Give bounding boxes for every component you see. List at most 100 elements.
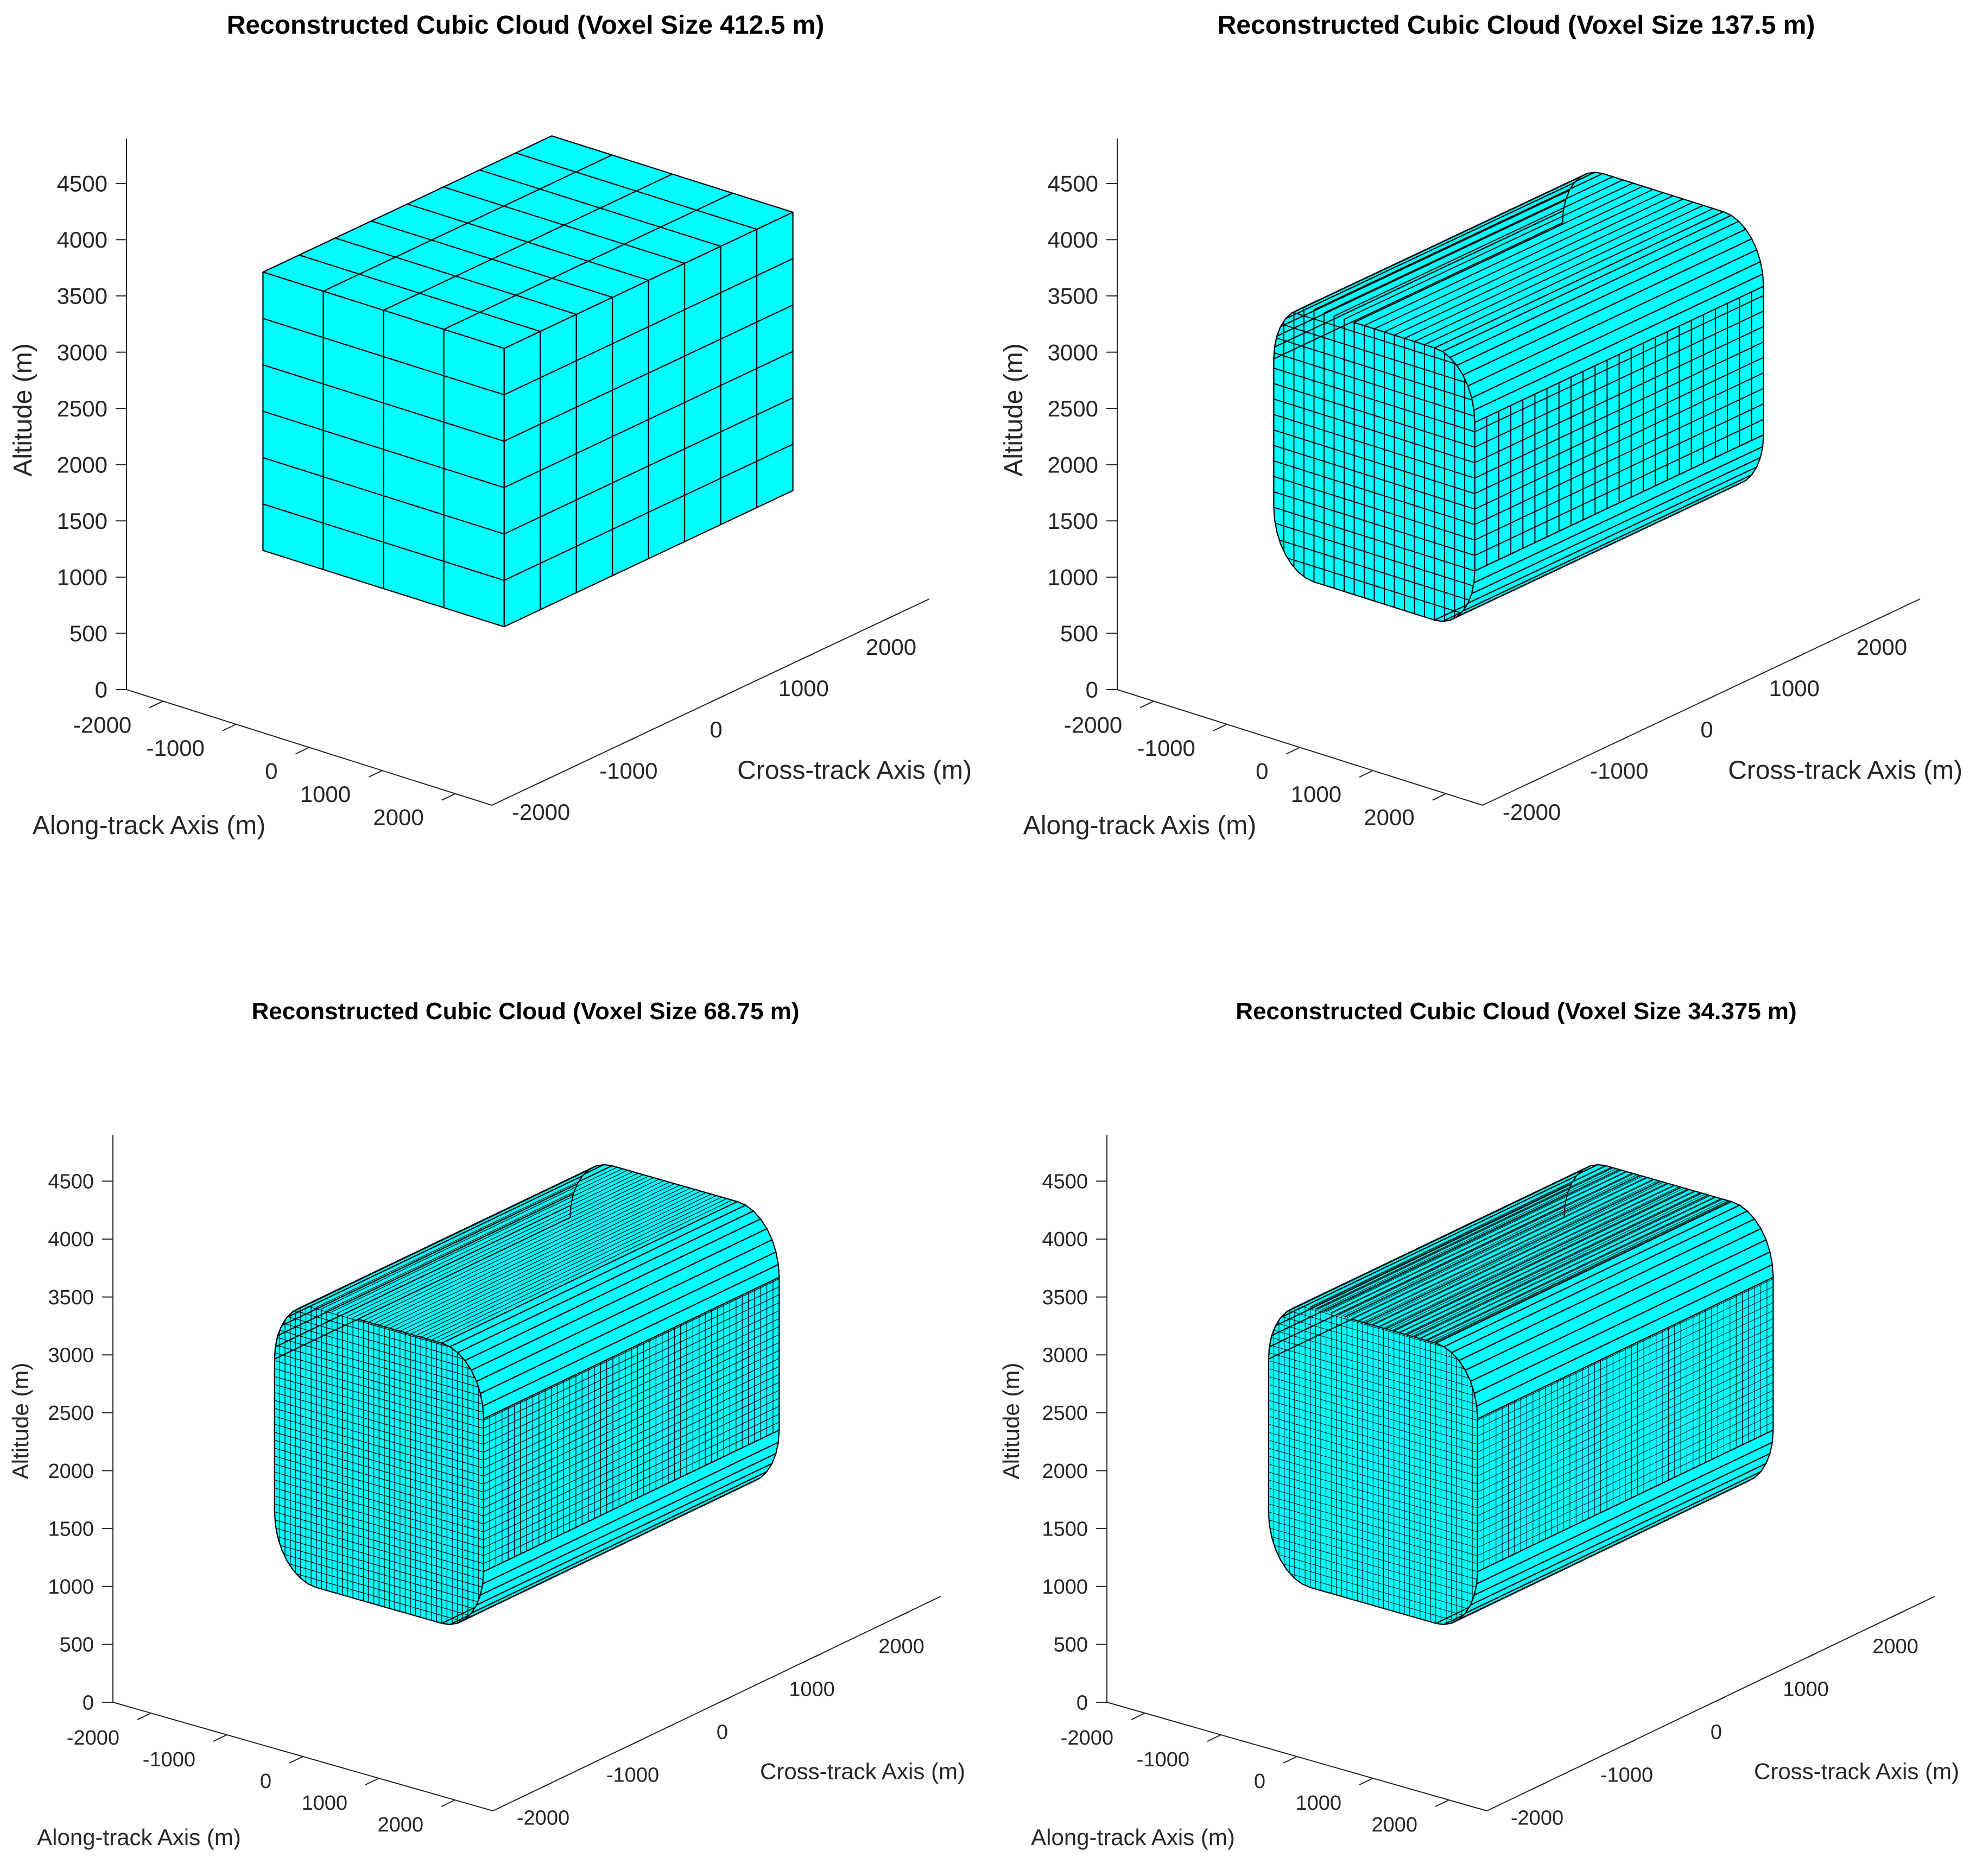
z-tick-label: 3500 [57, 283, 107, 309]
z-tick-label: 2500 [1042, 1402, 1088, 1425]
voxel-edge [407, 203, 649, 281]
voxel-gridline [1430, 1199, 1726, 1342]
z-tick-label: 500 [69, 621, 107, 646]
voxel-gridline [274, 1439, 484, 1501]
z-tick-label: 3000 [57, 339, 107, 365]
x-tick-mark [1359, 1778, 1373, 1785]
voxel-ridge [1405, 1192, 1702, 1336]
x-tick-mark [365, 1778, 379, 1785]
voxel-gridline [426, 1197, 722, 1339]
y-tick-label: 1000 [789, 1678, 835, 1701]
x-axis-label: Along-track Axis (m) [1023, 811, 1256, 840]
voxel-gridline [1268, 1408, 1478, 1469]
voxel-gridline [277, 1536, 481, 1595]
voxel-gridline [1310, 1587, 1436, 1624]
y-tick-mark [1890, 1610, 1904, 1619]
y-tick-mark [717, 1696, 731, 1704]
z-tick-label: 2000 [1048, 452, 1098, 477]
y-tick-mark [623, 736, 638, 744]
z-tick-label: 0 [83, 1691, 94, 1714]
voxel-gridline [1334, 179, 1623, 317]
voxel-gridline [1281, 1316, 1465, 1369]
voxel-gridline [1415, 1195, 1711, 1338]
voxel-gridline [274, 1456, 484, 1517]
voxel-gridline [378, 1183, 675, 1326]
voxel-gridline [1279, 539, 1470, 601]
y-tick-label: 0 [1711, 1721, 1722, 1744]
y-tick-mark [1531, 1782, 1546, 1790]
z-tick-label: 1500 [1048, 508, 1098, 534]
voxel-edge [504, 258, 794, 396]
voxel-gridline [1394, 198, 1683, 336]
voxel-gridline [1384, 195, 1674, 333]
z-tick-label: 1000 [48, 1576, 94, 1599]
x-tick-mark [441, 1799, 455, 1807]
voxel-gridline [282, 1323, 476, 1379]
voxel-gridline [316, 1165, 612, 1308]
panel-voxel-137: Reconstructed Cubic Cloud (Voxel Size 13… [991, 0, 1981, 938]
x-tick-label: -2000 [1061, 1727, 1113, 1749]
y-tick-mark [1711, 1696, 1725, 1704]
voxel-gridline [1314, 581, 1435, 621]
voxel-object [1268, 1164, 1774, 1625]
y-tick-label: -2000 [1511, 1807, 1563, 1830]
x-tick-label: 2000 [1364, 805, 1414, 830]
voxel-gridline [1288, 1310, 1458, 1360]
z-axis-label: Altitude (m) [998, 1363, 1024, 1480]
voxel-gridline [1394, 1189, 1690, 1332]
voxel-object [262, 135, 794, 628]
voxel-gridline [296, 1573, 463, 1622]
voxel-gridline [274, 1376, 484, 1437]
z-tick-label: 1500 [1042, 1518, 1088, 1540]
y-tick-label: -2000 [512, 799, 570, 825]
x-tick-mark [441, 793, 456, 801]
voxel-gridline [1268, 1471, 1478, 1532]
voxel-gridline [410, 1192, 706, 1335]
voxel-gridline [1324, 176, 1613, 314]
voxel-ridge [1398, 1190, 1695, 1334]
z-tick-label: 500 [1054, 1634, 1088, 1657]
x-tick-label: -2000 [1064, 712, 1122, 737]
voxel-object [1273, 172, 1764, 622]
y-tick-label: -1000 [606, 1764, 659, 1787]
y-axis-label: Cross-track Axis (m) [760, 1758, 965, 1784]
voxel-gridline [384, 1185, 680, 1327]
x-tick-label: 1000 [1295, 1792, 1341, 1815]
voxel-gridline [415, 1193, 712, 1336]
voxel-gridline [332, 1170, 628, 1312]
voxel-edge [263, 364, 504, 442]
z-tick-label: 4500 [48, 1171, 94, 1193]
voxel-gridline [1281, 324, 1467, 383]
voxel-gridline [1282, 1563, 1464, 1616]
y-tick-label: 2000 [866, 634, 916, 660]
voxel-edge [504, 304, 794, 442]
x-tick-mark [1359, 770, 1373, 778]
x-tick-label: -1000 [1137, 735, 1195, 761]
y-tick-mark [885, 612, 900, 620]
voxel-gridline [1268, 1504, 1478, 1564]
voxel-gridline [1434, 211, 1724, 349]
chart-title: Reconstructed Cubic Cloud (Voxel Size 68… [252, 998, 800, 1025]
y-tick-mark [806, 1653, 821, 1662]
voxel-gridline [1268, 1511, 1478, 1572]
voxel-ridge [1330, 1171, 1627, 1314]
y-axis-label: Cross-track Axis (m) [737, 756, 972, 785]
voxel-gridline [1409, 1193, 1706, 1336]
voxel-gridline [1268, 1384, 1478, 1445]
x-tick-mark [1213, 723, 1227, 731]
voxel-edge [263, 503, 504, 581]
x-tick-mark [289, 1756, 303, 1764]
x-tick-label: 0 [1256, 759, 1268, 784]
y-tick-label: -1000 [599, 758, 657, 784]
voxel-gridline [368, 1180, 664, 1323]
y-tick-mark [896, 1610, 910, 1619]
z-axis-label: Altitude (m) [9, 343, 37, 476]
x-tick-mark [1286, 747, 1300, 755]
z-tick-label: 3000 [1042, 1344, 1088, 1367]
voxel-gridline [1268, 1432, 1478, 1493]
y-tick-mark [535, 778, 550, 785]
voxel-gridline [1388, 1187, 1685, 1330]
voxel-ridges [1310, 1165, 1730, 1343]
voxel-gridline [274, 1400, 484, 1461]
y-tick-mark [797, 654, 813, 661]
